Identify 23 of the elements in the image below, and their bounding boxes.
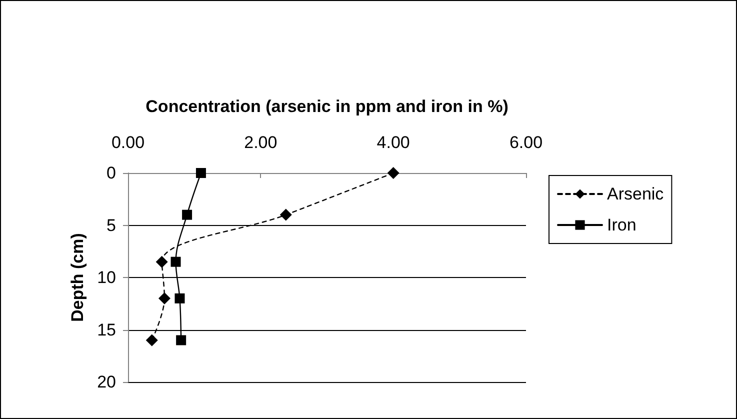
legend-label: Iron <box>607 216 636 234</box>
y-tick-label: 10 <box>97 268 116 287</box>
legend-label: Arsenic <box>607 184 664 204</box>
point <box>156 256 168 268</box>
x-tick-label: 6.00 <box>509 133 543 152</box>
x-tick-label: 0.00 <box>111 133 145 152</box>
point <box>182 210 192 220</box>
y-axis-title: Depth (cm) <box>68 233 88 322</box>
x-tick-label: 4.00 <box>376 133 410 152</box>
x-axis-title: Concentration (arsenic in ppm and iron in %) <box>146 97 508 116</box>
point <box>170 256 181 267</box>
x-tick-label: 2.00 <box>244 133 278 152</box>
point <box>174 293 185 304</box>
point <box>146 334 158 346</box>
y-tick-label: 20 <box>97 372 116 392</box>
point <box>280 208 292 221</box>
point <box>387 167 400 179</box>
y-tick-label: 5 <box>106 216 116 235</box>
y-tick-label: 0 <box>106 164 116 182</box>
point <box>176 335 186 346</box>
point <box>158 292 170 304</box>
point <box>196 168 206 178</box>
y-tick-label: 15 <box>97 320 116 340</box>
